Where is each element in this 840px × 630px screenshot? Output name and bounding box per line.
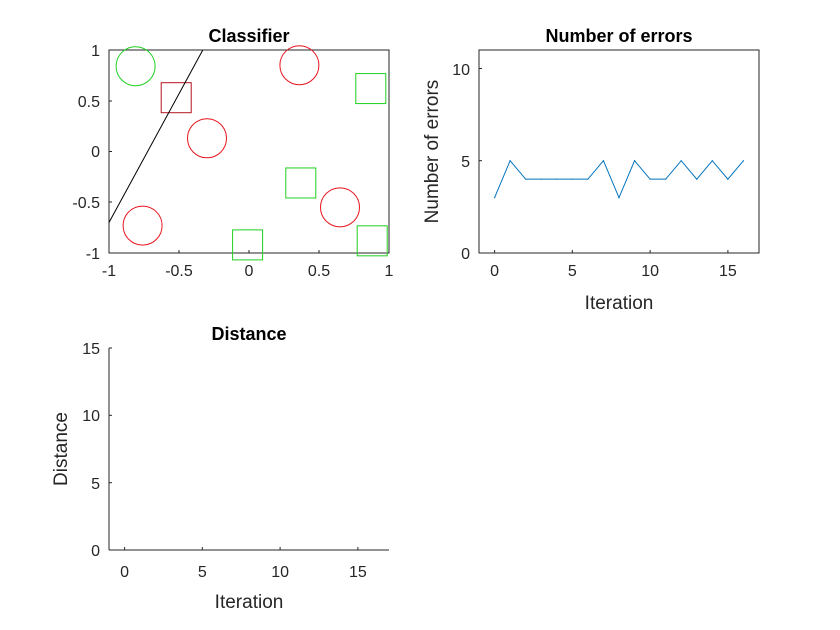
errors-title: Number of errors — [545, 26, 692, 46]
classifier-y-tick-label: 0.5 — [78, 94, 100, 111]
errors-x-tick-label: 5 — [568, 263, 577, 280]
errors-data-point — [696, 178, 698, 180]
classifier-panel: Classifier -1 -0.5 0 0.5 1 -1 -0.5 0 0.5 — [72, 26, 393, 280]
errors-data-point — [618, 197, 620, 199]
distance-y-tick-label: 5 — [91, 476, 100, 493]
classifier-x-tick-label: 0.5 — [308, 263, 330, 280]
errors-x-tick-label: 10 — [641, 263, 659, 280]
errors-points — [493, 160, 745, 199]
errors-data-point — [742, 160, 745, 162]
circle-marker — [187, 118, 227, 159]
classifier-x-tick-label: -0.5 — [165, 263, 193, 280]
errors-data-point — [493, 197, 496, 199]
square-marker — [232, 229, 264, 261]
distance-x-tick-label: 10 — [271, 564, 289, 581]
errors-data-point — [649, 178, 651, 180]
errors-y-tick-label: 10 — [452, 62, 470, 79]
circle-marker — [320, 187, 360, 228]
errors-x-tick-label: 15 — [719, 263, 737, 280]
errors-data-point — [571, 178, 573, 180]
distance-y-tick-label: 15 — [82, 341, 100, 358]
classifier-y-tick-label: -1 — [86, 246, 100, 263]
distance-y-ticks: 0 5 10 15 — [82, 341, 112, 560]
classifier-y-tick-label: -0.5 — [72, 195, 100, 212]
classifier-title: Classifier — [208, 26, 289, 46]
distance-x-axis-label: Iteration — [215, 592, 284, 613]
distance-x-ticks: 0 5 10 15 — [120, 547, 367, 581]
classifier-y-ticks: -1 -0.5 0 0.5 1 — [72, 43, 112, 263]
square-marker — [285, 167, 317, 199]
errors-data-point — [665, 178, 667, 180]
distance-y-axis-label: Distance — [51, 412, 72, 486]
errors-data-point — [509, 160, 511, 162]
square-marker — [355, 73, 387, 105]
errors-y-tick-label: 5 — [461, 154, 470, 171]
classifier-y-tick-label: 1 — [91, 43, 100, 60]
errors-data-point — [587, 178, 589, 180]
circle-marker — [115, 46, 156, 87]
errors-x-ticks: 0 5 10 15 — [490, 250, 737, 280]
classifier-x-ticks: -1 -0.5 0 0.5 1 — [102, 250, 394, 280]
classifier-boundary-line — [108, 49, 204, 223]
square-marker — [160, 82, 192, 114]
circle-marker — [122, 205, 163, 246]
errors-data-point — [711, 160, 713, 162]
distance-y-tick-label: 10 — [82, 408, 100, 425]
errors-data-point — [633, 160, 636, 162]
distance-x-tick-label: 0 — [120, 564, 129, 581]
classifier-x-tick-label: 0 — [245, 263, 254, 280]
errors-data-point — [525, 178, 527, 180]
classifier-x-tick-label: -1 — [102, 263, 116, 280]
distance-title: Distance — [211, 324, 286, 344]
errors-data-point — [727, 178, 729, 180]
errors-x-axis-label: Iteration — [585, 293, 654, 314]
errors-series-line — [494, 159, 744, 199]
square-marker — [356, 225, 388, 257]
errors-data-point — [556, 178, 558, 180]
errors-data-point — [602, 160, 605, 162]
errors-axes-box — [478, 49, 760, 254]
classifier-x-tick-label: 1 — [385, 263, 394, 280]
distance-panel: Distance 0 5 10 15 0 5 10 15 Iteration D… — [51, 324, 389, 613]
distance-x-tick-label: 5 — [198, 564, 207, 581]
errors-x-tick-label: 0 — [490, 263, 499, 280]
errors-data-point — [680, 160, 682, 162]
errors-y-axis-label: Number of errors — [422, 80, 443, 224]
circle-marker — [279, 45, 320, 86]
classifier-axes-box — [108, 49, 390, 254]
errors-y-ticks: 0 5 10 — [452, 62, 482, 263]
classifier-y-tick-label: 0 — [91, 144, 100, 161]
errors-panel: Number of errors 0 5 10 15 0 5 10 Iterat… — [422, 26, 760, 314]
classifier-markers — [115, 45, 388, 261]
distance-x-tick-label: 15 — [349, 564, 367, 581]
errors-y-tick-label: 0 — [461, 246, 470, 263]
errors-data-point — [540, 178, 542, 180]
distance-y-tick-label: 0 — [91, 543, 100, 560]
